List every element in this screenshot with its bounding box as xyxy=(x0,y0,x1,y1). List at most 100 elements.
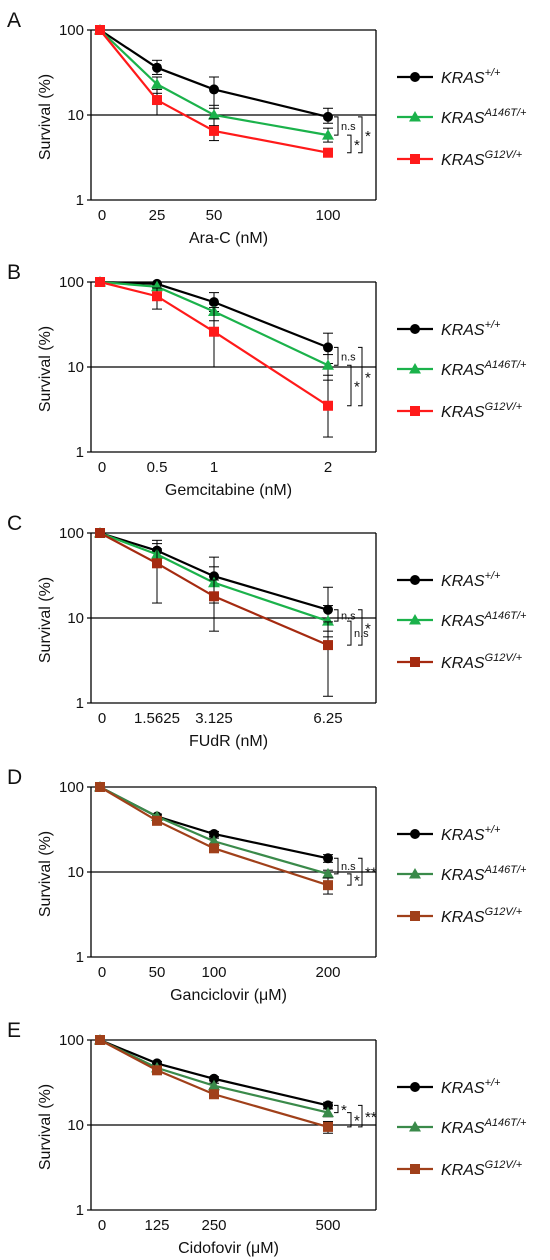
data-point-circle xyxy=(209,828,219,839)
bracket-line xyxy=(358,857,363,886)
data-point-square xyxy=(152,95,162,106)
legend-label-superscript: G12V/+ xyxy=(485,1159,523,1171)
x-tick-label: 0 xyxy=(98,1217,106,1234)
bracket-line xyxy=(334,346,339,366)
legend-marker-square xyxy=(410,154,420,164)
legend-label-name: KRAS xyxy=(441,70,485,87)
bracket-line xyxy=(334,1104,339,1114)
x-tick-label: 100 xyxy=(315,207,340,224)
legend-item-2: KRASG12V/+ xyxy=(397,652,523,672)
legend-label-superscript: A146T/+ xyxy=(484,1117,527,1129)
data-point-circle xyxy=(209,84,219,95)
significance-label: * xyxy=(365,370,371,387)
significance-label: * xyxy=(365,620,371,637)
series-line xyxy=(99,786,329,875)
y-tick-label: 100 xyxy=(59,1032,84,1049)
legend-marker-triangle xyxy=(409,868,421,879)
legend-label-superscript: A146T/+ xyxy=(484,610,527,622)
legend-label-superscript: A146T/+ xyxy=(484,359,527,371)
bracket-line xyxy=(347,1112,352,1128)
data-point-circle xyxy=(152,62,162,73)
series-line xyxy=(99,1039,329,1128)
significance-label: n.s xyxy=(341,121,356,133)
data-point-triangle xyxy=(151,78,163,89)
series-2 xyxy=(95,782,333,895)
legend-label-name: KRAS xyxy=(441,404,485,421)
series-line xyxy=(99,786,329,887)
significance-label: n.s xyxy=(341,610,356,622)
significance-bracket: n.s xyxy=(334,609,356,622)
significance-label: n.s xyxy=(341,861,356,873)
legend-label-name: KRAS xyxy=(441,322,485,339)
legend-item-1: KRASA146T/+ xyxy=(397,864,527,884)
y-tick-label: 10 xyxy=(67,359,84,376)
series-line xyxy=(99,280,329,349)
data-point-triangle xyxy=(151,280,163,292)
x-axis-title: FUdR (nM) xyxy=(189,733,268,750)
series-line xyxy=(99,532,329,647)
x-tick-label: 0.5 xyxy=(147,459,168,476)
y-tick-label: 100 xyxy=(59,779,84,796)
legend-marker-square xyxy=(410,1164,420,1174)
data-point-square xyxy=(152,815,162,826)
significance-bracket: ** xyxy=(358,1104,377,1128)
x-axis-title: Ara-C (nM) xyxy=(189,230,268,247)
significance-bracket: * xyxy=(347,1112,360,1130)
legend-item-2: KRASG12V/+ xyxy=(397,1159,523,1179)
legend-label-superscript: G12V/+ xyxy=(485,149,523,161)
y-tick-label: 10 xyxy=(67,1117,84,1134)
legend-label-superscript: G12V/+ xyxy=(485,652,523,664)
legend-marker-square xyxy=(410,406,420,416)
data-point-triangle xyxy=(322,867,334,879)
bracket-line xyxy=(347,620,352,646)
legend-label: KRASG12V/+ xyxy=(441,1159,523,1179)
significance-bracket: * xyxy=(358,609,371,646)
bracket-line xyxy=(334,609,339,622)
panel-letter: C xyxy=(7,512,22,535)
legend-label: KRAS+/+ xyxy=(441,824,501,844)
legend-label-name: KRAS xyxy=(441,655,485,672)
data-point-square xyxy=(209,591,219,602)
data-point-triangle xyxy=(208,109,220,120)
x-axis-title: Gemcitabine (nM) xyxy=(165,482,292,499)
legend-marker-circle xyxy=(410,1082,420,1092)
bracket-line xyxy=(347,873,352,886)
legend-item-2: KRASG12V/+ xyxy=(397,149,523,169)
legend-label-name: KRAS xyxy=(441,152,485,169)
legend-label: KRAS+/+ xyxy=(441,1077,501,1097)
series-line xyxy=(99,531,329,623)
y-axis-title: Survival (%) xyxy=(37,74,54,160)
x-tick-label: 50 xyxy=(206,207,223,224)
legend-item-0: KRAS+/+ xyxy=(397,570,501,590)
data-point-square xyxy=(95,277,105,287)
significance-bracket: * xyxy=(358,116,371,154)
significance-bracket: n.s xyxy=(334,857,356,875)
data-point-square xyxy=(95,1035,105,1045)
x-tick-label: 0 xyxy=(98,710,106,727)
panel-letter: B xyxy=(7,261,21,284)
data-point-square xyxy=(323,147,333,158)
legend-marker-triangle xyxy=(409,363,421,374)
legend-marker-square xyxy=(410,911,420,921)
significance-bracket: * xyxy=(347,134,360,154)
legend-label-superscript: +/+ xyxy=(485,319,501,331)
y-tick-label: 100 xyxy=(59,525,84,542)
bracket-line xyxy=(334,116,339,136)
legend-label: KRASG12V/+ xyxy=(441,149,523,169)
data-point-triangle xyxy=(322,1106,334,1118)
legend-label: KRASG12V/+ xyxy=(441,906,523,926)
legend-label-superscript: A146T/+ xyxy=(484,864,527,876)
series-line xyxy=(99,280,329,367)
legend-item-0: KRAS+/+ xyxy=(397,1077,501,1097)
legend-item-2: KRASG12V/+ xyxy=(397,906,523,926)
panel-letter: E xyxy=(7,1019,21,1042)
legend-label-name: KRAS xyxy=(441,1120,485,1137)
legend-label: KRAS+/+ xyxy=(441,570,501,590)
y-tick-label: 10 xyxy=(67,610,84,627)
y-tick-label: 100 xyxy=(59,274,84,291)
y-tick-label: 1 xyxy=(76,444,84,461)
significance-bracket: n.s xyxy=(334,346,356,366)
y-axis-title: Survival (%) xyxy=(37,1084,54,1170)
